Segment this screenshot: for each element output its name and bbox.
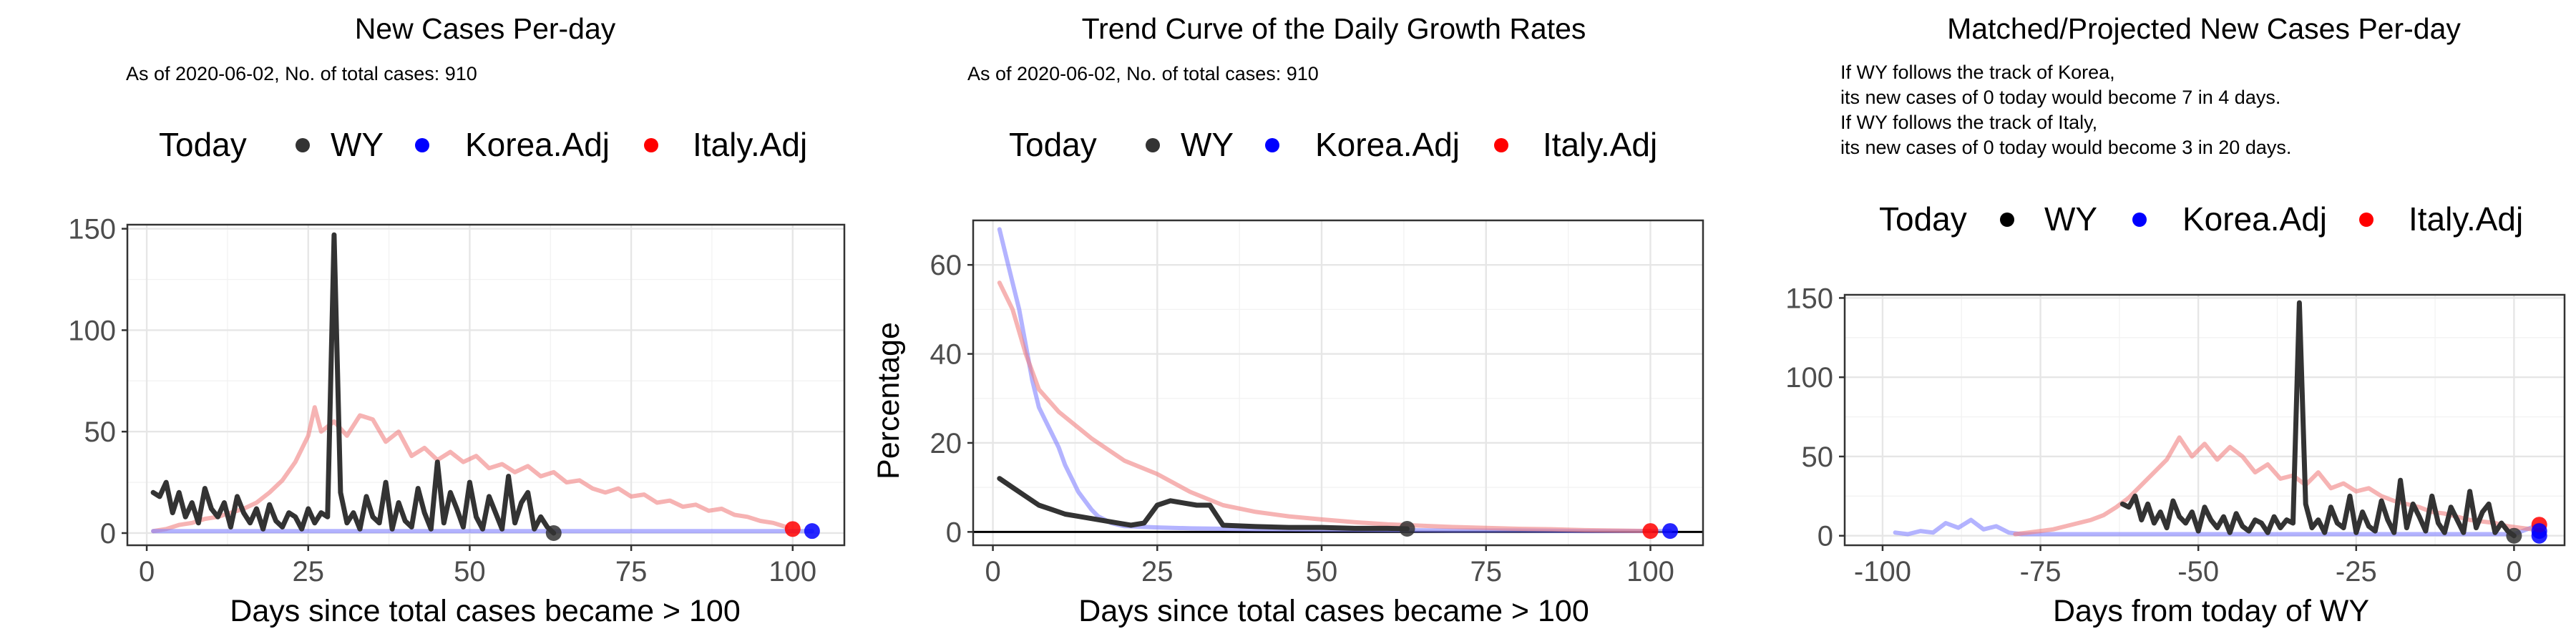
plot-area: 0 25 50 75 100 0 50 100 150	[68, 214, 846, 587]
legend-title: Today	[1879, 200, 1967, 238]
legend: Today WY Korea.Adj Italy.Adj	[159, 126, 807, 163]
today-point-wy	[2506, 527, 2522, 544]
legend-label-wy: WY	[2044, 200, 2097, 238]
legend-key-italy	[644, 138, 658, 152]
y-tick-label: 100	[68, 315, 116, 346]
today-point-wy	[545, 525, 562, 541]
legend: Today WY Korea.Adj Italy.Adj	[1879, 200, 2523, 238]
plot-area: -100 -75 -50 -25 0 0 50 100 150	[1785, 283, 2566, 587]
legend-label-italy: Italy.Adj	[693, 126, 807, 163]
legend-key-wy	[2000, 213, 2014, 227]
y-tick-label: 0	[946, 517, 962, 548]
legend-key-korea	[2132, 213, 2147, 227]
legend-label-italy: Italy.Adj	[1543, 126, 1657, 163]
legend-label-korea: Korea.Adj	[1315, 126, 1460, 163]
y-tick-label: 40	[930, 339, 962, 371]
legend-label-wy: WY	[331, 126, 384, 163]
series-line-korea-adj	[1893, 517, 2542, 537]
x-tick-label: 75	[615, 556, 648, 587]
legend-title: Today	[159, 126, 247, 163]
x-tick-label: 0	[985, 556, 1000, 587]
x-tick-label: 50	[1306, 556, 1338, 587]
x-tick-label: -25	[2336, 556, 2377, 587]
panel-border	[972, 219, 1704, 547]
legend-label-wy: WY	[1181, 126, 1234, 163]
series-line-wy	[2119, 300, 2517, 539]
panel-subtitle-line: If WY follows the track of Korea,	[1840, 62, 2115, 83]
series-line-italy-adj	[997, 280, 1653, 534]
panel-title: Trend Curve of the Daily Growth Rates	[1082, 12, 1586, 45]
legend-key-korea	[1265, 138, 1279, 152]
series-line-wy	[150, 232, 557, 536]
today-point-italy-adj	[1642, 523, 1659, 540]
panel-projected: Matched/Projected New Cases Per-day If W…	[1785, 12, 2566, 628]
legend-key-korea	[415, 138, 429, 152]
panel-subtitle: As of 2020-06-02, No. of total cases: 91…	[967, 63, 1319, 84]
series-line-wy	[997, 476, 1410, 532]
legend-key-italy	[2359, 213, 2373, 227]
panel-subtitle-line: If WY follows the track of Italy,	[1840, 112, 2097, 133]
panel-background	[127, 225, 844, 545]
y-tick-label: 50	[1802, 441, 1834, 473]
panel-growth-rates: Trend Curve of the Daily Growth Rates As…	[872, 12, 1704, 628]
panel-subtitle: As of 2020-06-02, No. of total cases: 91…	[126, 63, 477, 84]
x-tick-label: 25	[1141, 556, 1174, 587]
y-tick-label: 0	[1818, 521, 1833, 552]
panel-new-cases: New Cases Per-day As of 2020-06-02, No. …	[68, 12, 846, 628]
panel-background	[973, 220, 1703, 545]
x-axis-label: Days since total cases became > 100	[1078, 594, 1589, 628]
panel-title: Matched/Projected New Cases Per-day	[1947, 12, 2461, 45]
panel-border	[1843, 293, 2566, 547]
panel-subtitle-line: its new cases of 0 today would become 7 …	[1840, 87, 2280, 108]
legend-key-wy	[296, 138, 310, 152]
legend: Today WY Korea.Adj Italy.Adj	[1009, 126, 1657, 163]
y-tick-label: 0	[100, 518, 116, 550]
x-tick-label: 50	[454, 556, 486, 587]
y-tick-label: 60	[930, 250, 962, 281]
y-axis-label: Percentage	[872, 322, 906, 479]
today-point-italy-adj	[784, 521, 801, 537]
x-tick-label: 75	[1470, 556, 1503, 587]
y-tick-label: 150	[1785, 283, 1833, 314]
x-tick-label: 25	[293, 556, 325, 587]
today-point-korea-adj	[1662, 523, 1679, 540]
x-tick-label: 100	[769, 556, 816, 587]
plot-area: 0 25 50 75 100 0 20 40 60	[930, 219, 1704, 587]
legend-title: Today	[1009, 126, 1097, 163]
today-point-korea-adj	[2531, 523, 2547, 540]
x-tick-label: 0	[2506, 556, 2522, 587]
legend-label-korea: Korea.Adj	[2182, 200, 2327, 238]
x-axis-label: Days since total cases became > 100	[230, 594, 740, 628]
legend-key-wy	[1146, 138, 1160, 152]
today-point-wy	[1399, 520, 1415, 537]
x-tick-label: 0	[139, 556, 155, 587]
series-line-italy-adj	[151, 405, 789, 534]
legend-key-italy	[1494, 138, 1508, 152]
x-axis-label: Days from today of WY	[2053, 594, 2369, 628]
y-tick-label: 100	[1785, 362, 1833, 394]
legend-label-korea: Korea.Adj	[465, 126, 610, 163]
today-point-korea-adj	[804, 523, 820, 540]
x-tick-label: -75	[2020, 556, 2062, 587]
panel-background	[1845, 295, 2565, 545]
panel-subtitle-line: its new cases of 0 today would become 3 …	[1840, 137, 2291, 158]
y-tick-label: 20	[930, 428, 962, 459]
x-tick-label: -50	[2177, 556, 2219, 587]
y-tick-label: 50	[84, 416, 117, 448]
x-tick-label: 100	[1626, 556, 1674, 587]
y-tick-label: 150	[68, 214, 116, 245]
x-tick-label: -100	[1854, 556, 1911, 587]
panel-title: New Cases Per-day	[355, 12, 616, 45]
panel-border	[126, 223, 846, 547]
legend-label-italy: Italy.Adj	[2409, 200, 2523, 238]
